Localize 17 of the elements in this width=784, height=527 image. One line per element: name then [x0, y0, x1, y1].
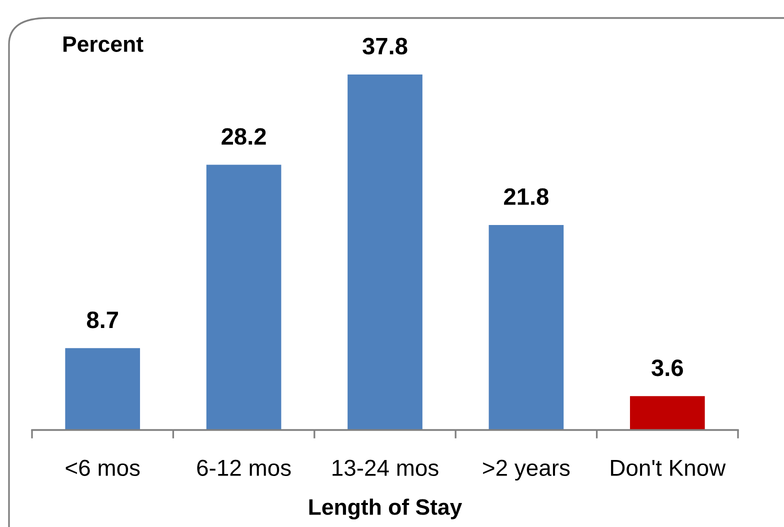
bar [348, 74, 422, 430]
data-label: 3.6 [652, 359, 683, 376]
data-label: 8.7 [86, 312, 118, 328]
bar [206, 164, 282, 430]
x-tick-label: 6-12 mos [197, 460, 291, 476]
data-label: 28.2 [222, 128, 266, 145]
x-tick-label: Don't Know [611, 460, 726, 476]
data-label: 37.8 [362, 38, 408, 55]
bar [630, 396, 705, 430]
bar [488, 224, 564, 430]
x-tick-label: >2 years [483, 460, 570, 481]
x-tick-label: <6 mos [66, 460, 140, 476]
y-axis-title: Percent [63, 36, 144, 52]
data-label: 21.8 [504, 188, 548, 205]
x-tick-label: 13-24 mos [332, 460, 438, 476]
x-axis-title: Length of Stay [309, 498, 462, 520]
bar [65, 348, 140, 430]
